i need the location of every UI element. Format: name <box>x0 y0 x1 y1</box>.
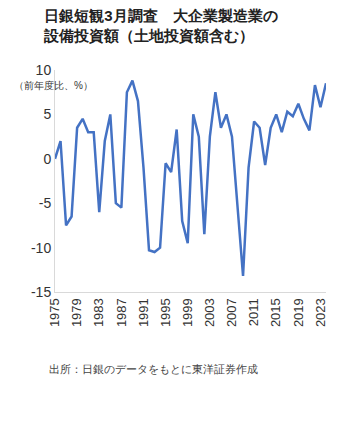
svg-text:1983: 1983 <box>91 298 106 327</box>
svg-text:2019: 2019 <box>291 298 306 327</box>
svg-text:0: 0 <box>43 151 51 167</box>
svg-text:-5: -5 <box>39 195 52 211</box>
svg-text:10: 10 <box>36 62 52 78</box>
svg-text:-10: -10 <box>31 240 51 256</box>
svg-text:2023: 2023 <box>313 298 328 327</box>
svg-text:2015: 2015 <box>268 298 283 327</box>
svg-text:日銀短観3月調査 大企業製造業の設備投資額（土地投資額含む）: 日銀短観3月調査 大企業製造業の設備投資額（土地投資額含む） <box>43 7 277 45</box>
svg-text:1987: 1987 <box>114 298 129 327</box>
svg-text:-15: -15 <box>31 284 51 300</box>
svg-text:2011: 2011 <box>246 298 261 326</box>
svg-text:1979: 1979 <box>69 298 84 327</box>
svg-text:2007: 2007 <box>224 298 239 327</box>
svg-text:1999: 1999 <box>180 298 195 327</box>
svg-text:2003: 2003 <box>202 298 217 327</box>
svg-text:1991: 1991 <box>136 298 151 327</box>
svg-text:1975: 1975 <box>47 298 62 327</box>
svg-text:（前年度比、%）: （前年度比、%） <box>14 80 93 91</box>
svg-text:出所：日銀のデータをもとに東洋証券作成: 出所：日銀のデータをもとに東洋証券作成 <box>49 363 258 375</box>
svg-text:5: 5 <box>43 106 51 122</box>
svg-text:1995: 1995 <box>158 298 173 327</box>
